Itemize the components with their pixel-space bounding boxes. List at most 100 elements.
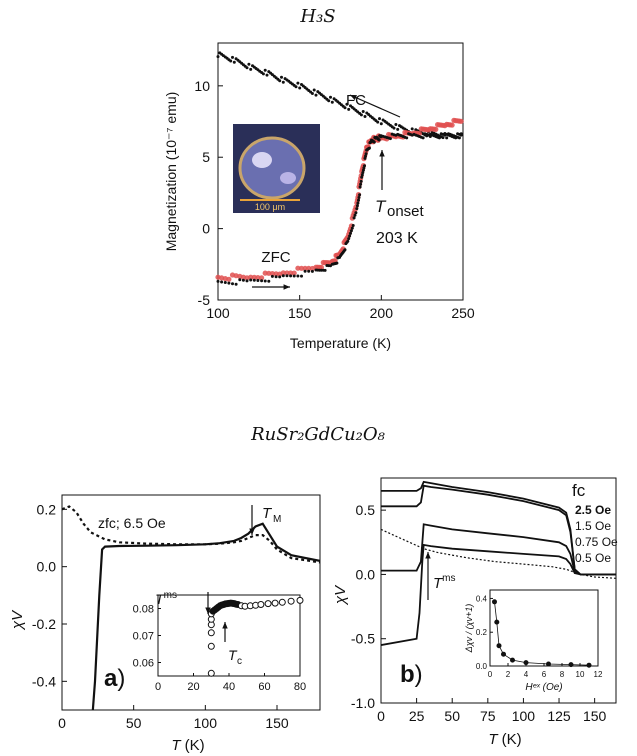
panel-b-inset-x-tick-label: 8 bbox=[560, 670, 565, 679]
h3s-data-point bbox=[350, 226, 354, 230]
h3s-data-point bbox=[359, 179, 363, 183]
h3s-data-point bbox=[249, 278, 253, 282]
h3s-data-point bbox=[280, 75, 283, 79]
h3s-data-point bbox=[364, 152, 368, 156]
h3s-data-point bbox=[274, 275, 278, 279]
panel-a-x-tick-label: 0 bbox=[58, 715, 66, 731]
panel-b-inset-x-tick-label: 12 bbox=[594, 670, 603, 679]
panel-b-y-tick-label: -0.5 bbox=[351, 631, 375, 647]
panel-a-x-axis-label: T (K) bbox=[171, 737, 204, 754]
h3s-data-point bbox=[252, 278, 256, 282]
h3s-data-point bbox=[362, 166, 366, 170]
h3s-tonset-label: T bbox=[375, 197, 387, 216]
panel-a-series-zfc bbox=[91, 522, 320, 710]
panel-a-tm-arrow-head bbox=[249, 528, 255, 535]
h3s-data-point bbox=[352, 216, 356, 220]
h3s-data-point bbox=[245, 279, 249, 283]
h3s-data-point bbox=[457, 136, 461, 140]
h3s-data-point bbox=[241, 278, 245, 282]
panel-a-y-tick-label: -0.4 bbox=[32, 673, 56, 689]
panel-b-inset-point bbox=[492, 599, 497, 605]
panel-a-inset-point bbox=[296, 596, 304, 604]
h3s-data-point bbox=[376, 120, 380, 124]
h3s-data-point bbox=[360, 173, 364, 177]
h3s-data-point bbox=[379, 122, 383, 126]
h3s-data-point bbox=[270, 274, 274, 278]
h3s-data-point bbox=[312, 88, 316, 92]
panel-a-inset-point bbox=[271, 599, 279, 607]
h3s-tonset-subscript: onset bbox=[387, 203, 425, 220]
h3s-data-point bbox=[294, 85, 298, 89]
panel-a-inset-point bbox=[257, 601, 265, 608]
panel-b-inset-x-axis-label: Hᵉˣ (Oe) bbox=[525, 682, 562, 693]
panel-b-inset-point bbox=[586, 662, 592, 668]
h3s-data-point bbox=[227, 281, 231, 285]
h3s-data-point bbox=[363, 156, 367, 160]
panel-a-inset-y-tick-label: 0.06 bbox=[133, 658, 154, 670]
panel-a-tm-label: T bbox=[262, 505, 273, 522]
h3s-tonset-arrow-head bbox=[379, 150, 385, 157]
h3s-data-point bbox=[285, 274, 289, 278]
panel-b-inset-point bbox=[568, 662, 574, 668]
panel-b-y-tick-label: 0.5 bbox=[356, 502, 376, 518]
panel-a-inset-x-tick-label: 20 bbox=[187, 681, 199, 693]
h3s-data-point bbox=[347, 107, 351, 111]
h3s-data-point bbox=[351, 224, 355, 227]
panel-b-x-tick-label: 125 bbox=[547, 708, 571, 724]
h3s-data-point bbox=[231, 55, 234, 59]
h3s-x-axis-label: Temperature (K) bbox=[290, 335, 391, 351]
h3s-data-point bbox=[392, 126, 396, 130]
h3s-y-tick-label: 10 bbox=[194, 78, 210, 94]
h3s-data-point bbox=[459, 133, 463, 137]
panel-a-inset-tc-subscript: c bbox=[237, 656, 242, 667]
h3s-x-tick-label: 250 bbox=[451, 305, 475, 321]
h3s-data-point bbox=[353, 213, 357, 217]
panel-a-inset-x-tick-label: 60 bbox=[258, 681, 270, 693]
h3s-data-point bbox=[296, 274, 300, 278]
panel-b-inset-x-tick-label: 2 bbox=[506, 670, 511, 679]
h3s-data-point bbox=[263, 68, 267, 72]
h3s-data-point bbox=[359, 113, 363, 117]
panel-b-series-zfc bbox=[380, 528, 617, 579]
panel-b-inset-point bbox=[501, 651, 506, 657]
h3s-data-point bbox=[445, 136, 449, 140]
h3s-data-point bbox=[343, 106, 347, 110]
h3s-tonset-value: 203 K bbox=[376, 230, 418, 247]
h3s-data-point bbox=[361, 168, 365, 172]
panel-b-x-tick-label: 75 bbox=[480, 708, 496, 724]
panel-a-inset-frame bbox=[157, 594, 301, 677]
h3s-data-point bbox=[226, 276, 232, 282]
h3s-data-point bbox=[300, 274, 303, 278]
h3s-data-point bbox=[255, 275, 261, 281]
h3s-x-tick-label: 150 bbox=[288, 305, 312, 321]
h3s-data-point bbox=[302, 265, 308, 271]
h3s-x-tick-label: 100 bbox=[206, 305, 230, 321]
h3s-data-point bbox=[318, 264, 324, 270]
h3s-y-tick-label: 0 bbox=[202, 221, 210, 237]
panel-a-plot-frame bbox=[61, 494, 321, 711]
panel-a-inset-x-tick-label: 40 bbox=[223, 681, 235, 693]
panel-b-inset-point bbox=[546, 661, 551, 667]
h3s-data-point bbox=[347, 237, 351, 241]
h3s-data-point bbox=[357, 198, 360, 202]
panel-a-inset-point bbox=[207, 642, 215, 650]
h3s-data-point bbox=[354, 211, 358, 215]
h3s-data-point bbox=[263, 279, 267, 283]
panel-b-legend-entry: 0.75 Oe bbox=[575, 535, 618, 549]
panel-a-tm-subscript: M bbox=[273, 514, 281, 525]
panel-a-inset-tms-label: Tms bbox=[155, 590, 177, 607]
panel-b-plot-frame bbox=[380, 477, 617, 704]
h3s-data-point bbox=[278, 275, 282, 279]
panel-b-x-tick-label: 100 bbox=[512, 708, 536, 724]
h3s-data-point bbox=[289, 274, 293, 278]
h3s-data-point bbox=[360, 175, 364, 179]
panel-b-inset-y-tick-label: 0.4 bbox=[476, 594, 488, 603]
panel-b-inset-y-tick-label: 0.0 bbox=[476, 662, 488, 671]
h3s-plot-frame bbox=[217, 42, 464, 301]
panel-a-x-tick-label: 50 bbox=[126, 715, 142, 731]
panel-b-fc-label: fc bbox=[572, 481, 586, 500]
panel-a-series-fc bbox=[62, 505, 320, 564]
h3s-data-point bbox=[405, 136, 409, 140]
panel-b-x-tick-label: 0 bbox=[377, 708, 385, 724]
panel-a-label: a) bbox=[104, 665, 125, 692]
